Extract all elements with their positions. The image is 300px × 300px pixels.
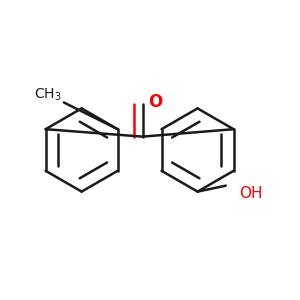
Text: CH$_3$: CH$_3$ — [34, 87, 61, 103]
Text: OH: OH — [239, 186, 263, 201]
Text: O: O — [148, 93, 162, 111]
